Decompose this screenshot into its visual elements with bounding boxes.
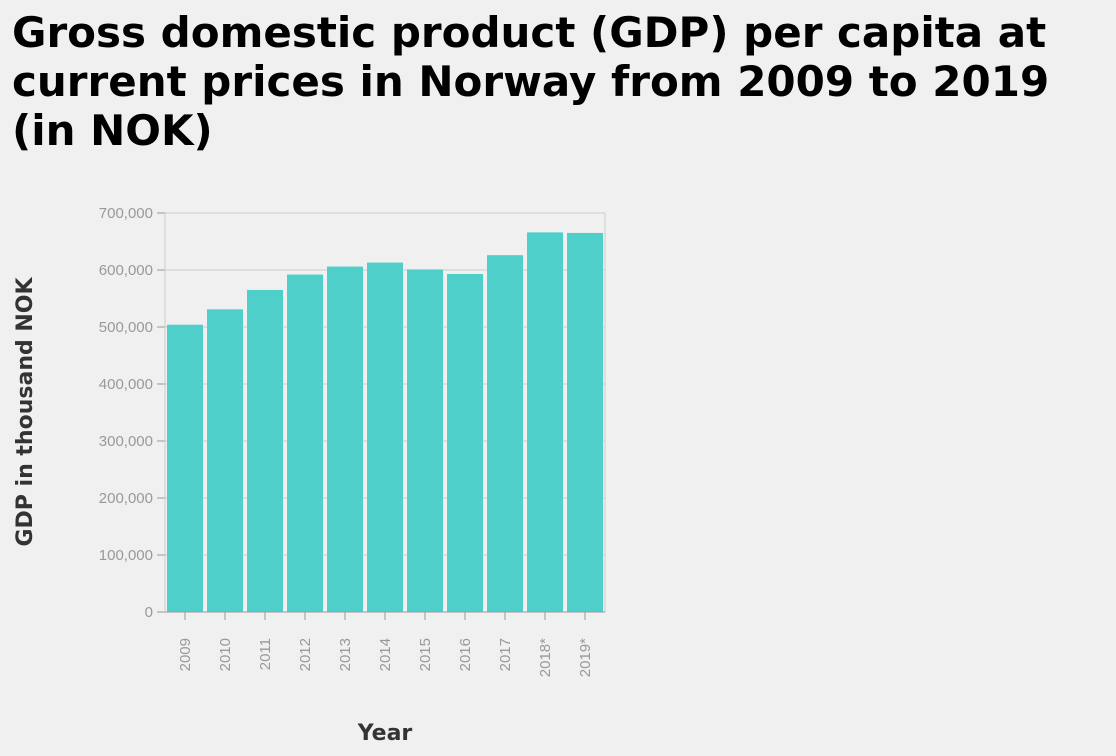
bar — [287, 274, 323, 612]
y-tick-label: 200,000 — [99, 490, 153, 507]
y-tick-label: 600,000 — [99, 262, 153, 279]
bar — [447, 273, 483, 612]
bar — [527, 232, 563, 612]
bar — [327, 266, 363, 612]
bar — [167, 324, 203, 612]
bar — [247, 289, 283, 612]
bar — [407, 269, 443, 612]
x-tick-label: 2013 — [337, 638, 354, 671]
x-tick-label: 2015 — [417, 638, 434, 671]
x-axis-title: Year — [357, 721, 413, 746]
bar — [487, 255, 523, 612]
bar — [207, 309, 243, 612]
y-axis-title: GDP in thousand NOK — [13, 277, 38, 547]
bar — [367, 262, 403, 612]
x-tick-label: 2019* — [577, 638, 594, 677]
x-tick-label: 2016 — [457, 638, 474, 671]
x-tick-labels: 2009 2010 2011 2012 2013 2014 2015 2016 2017 2018… — [177, 638, 594, 677]
y-tick-label: 400,000 — [99, 376, 153, 393]
bar — [567, 232, 603, 612]
x-tick-label: 2017 — [497, 638, 514, 671]
y-tick-labels: 0 100,000 200,000 300,000 400,000 500,000 600,… — [99, 205, 153, 621]
x-tick-label: 2018* — [537, 638, 554, 677]
x-tick-label: 2011 — [257, 638, 274, 670]
bars — [167, 232, 603, 612]
x-tick-label: 2014 — [377, 638, 394, 671]
x-tick-label: 2010 — [217, 638, 234, 671]
x-tick-label: 2009 — [177, 638, 194, 671]
y-tick-label: 500,000 — [99, 319, 153, 336]
x-tick-label: 2012 — [297, 638, 314, 671]
y-tick-label: 300,000 — [99, 433, 153, 450]
y-tick-label: 700,000 — [99, 205, 153, 222]
y-tick-label: 100,000 — [99, 547, 153, 564]
y-tick-label: 0 — [145, 604, 153, 621]
axes — [157, 212, 605, 620]
chart-title: Gross domestic product (GDP) per capita … — [12, 8, 1050, 155]
